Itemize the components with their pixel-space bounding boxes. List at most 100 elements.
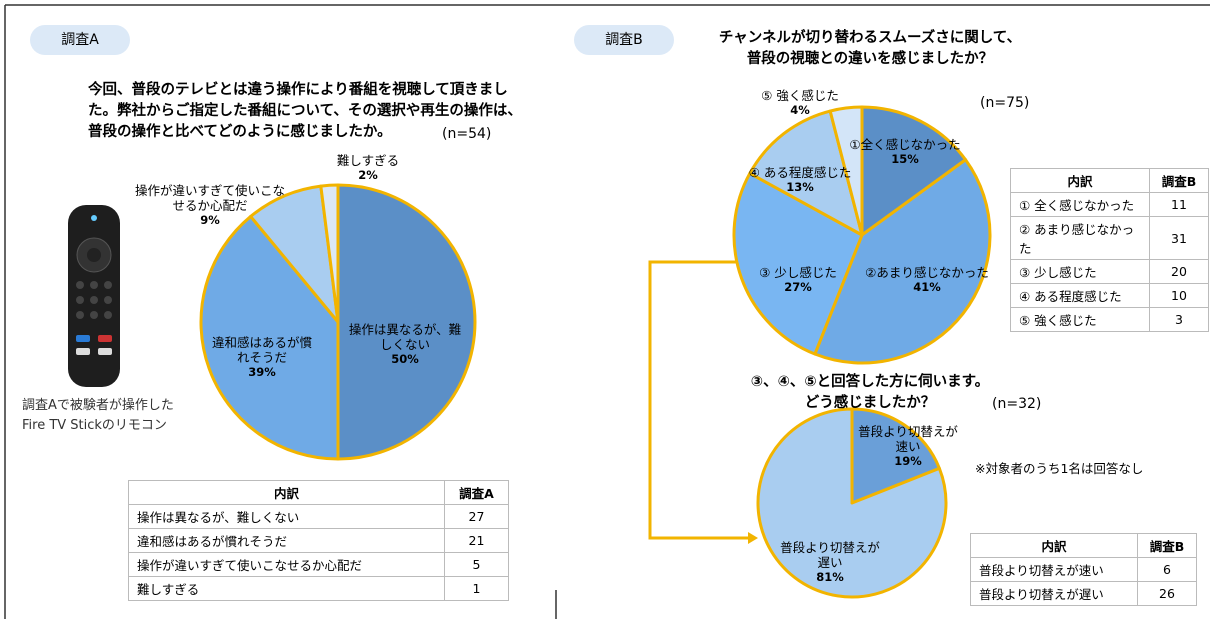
slice-category: 操作は異なるが、難しくない — [348, 322, 462, 352]
slice-value: 41% — [913, 280, 941, 294]
section-label: 調査A — [30, 25, 130, 55]
pie-slice — [336, 183, 477, 461]
table-row: 操作は異なるが、難しくない 27 — [128, 504, 509, 529]
slice-label: 操作は異なるが、難しくない 50% — [345, 322, 465, 367]
pie-slice — [756, 407, 948, 599]
slice-value: 19% — [894, 454, 922, 468]
table-cell: ② あまり感じなかった — [1010, 216, 1150, 260]
header-cell: 内訳 — [1010, 168, 1150, 193]
pie-slice — [319, 183, 340, 324]
slice-category: 操作が違いすぎて使いこなせるか心配だ — [135, 183, 286, 213]
slice-value: 50% — [391, 352, 419, 366]
remote-image — [68, 205, 120, 387]
slice-category: ⑤ 強く感じた — [761, 88, 839, 103]
slice-category: 難しすぎる — [336, 153, 400, 168]
pie-slice — [199, 214, 340, 461]
table-cell: 1 — [444, 576, 509, 601]
sample-size: (n=54) — [442, 126, 492, 142]
caption-line: Fire TV Stickのリモコン — [22, 418, 167, 433]
slice-label: ③ 少し感じた 27% — [748, 265, 848, 295]
slice-value: 27% — [784, 280, 812, 294]
table-row: 普段より切替えが速い 6 — [970, 557, 1197, 582]
table-cell: ③ 少し感じた — [1010, 259, 1150, 284]
table-cell: ① 全く感じなかった — [1010, 192, 1150, 217]
header-cell: 調査B — [1149, 168, 1209, 193]
pie-slice — [860, 105, 968, 237]
slice-label: 普段より切替えが速い 19% — [854, 424, 962, 469]
caption-line: 調査Aで被験者が操作した — [22, 398, 174, 413]
table-row: ① 全く感じなかった 11 — [1010, 192, 1209, 217]
table-cell: 3 — [1149, 307, 1209, 332]
header-cell: 内訳 — [970, 533, 1138, 558]
title-line: ③、④、⑤と回答した方に伺います。 — [750, 374, 990, 390]
slice-label: ②あまり感じなかった 41% — [857, 265, 997, 295]
title-line: 今回、普段のテレビとは違う操作により番組を視聴して頂きまし — [88, 82, 508, 98]
table-cell: 26 — [1137, 581, 1197, 606]
table-cell: 21 — [444, 528, 509, 553]
table-cell: 違和感はあるが慣れそうだ — [128, 528, 445, 553]
note: ※対象者のうち1名は回答なし — [975, 461, 1144, 476]
table-cell: 20 — [1149, 259, 1209, 284]
slice-value: 15% — [891, 152, 919, 166]
slice-value: 81% — [816, 570, 844, 584]
slice-label: 普段より切替えが遅い 81% — [776, 540, 884, 585]
slice-value: 13% — [786, 180, 814, 194]
slice-category: 普段より切替えが遅い — [780, 540, 880, 570]
table-row: ④ ある程度感じた 10 — [1010, 283, 1209, 308]
connector-arrow — [748, 532, 758, 544]
title-line: 普段の視聴との違いを感じましたか？ — [746, 51, 994, 67]
title-line: た。弊社からご指定した番組について、その選択や再生の操作は、 — [88, 103, 522, 119]
section-label: 調査B — [574, 25, 674, 55]
chart-title: ③、④、⑤と回答した方に伺います。 どう感じましたか？ — [751, 372, 989, 414]
table-header: 内訳 調査B — [1010, 168, 1209, 193]
table-cell: 27 — [444, 504, 509, 529]
table-cell: 6 — [1137, 557, 1197, 582]
table: 内訳 調査B 普段より切替えが速い 6 普段より切替えが遅い 26 — [970, 533, 1197, 606]
table-cell: 普段より切替えが速い — [970, 557, 1138, 582]
table-row: ⑤ 強く感じた 3 — [1010, 307, 1209, 332]
table-cell: 普段より切替えが遅い — [970, 581, 1138, 606]
slice-label: ①全く感じなかった 15% — [840, 137, 970, 167]
header-cell: 調査A — [444, 480, 509, 505]
sample-size: (n=75) — [980, 95, 1030, 111]
table-cell: 10 — [1149, 283, 1209, 308]
header-cell: 調査B — [1137, 533, 1197, 558]
title-line: どう感じましたか？ — [804, 395, 936, 411]
slice-category: ②あまり感じなかった — [865, 265, 989, 280]
slice-label: 操作が違いすぎて使いこなせるか心配だ 9% — [135, 183, 285, 228]
header-cell: 内訳 — [128, 480, 445, 505]
table-cell: 31 — [1149, 216, 1209, 260]
slice-category: 違和感はあるが慣れそうだ — [211, 335, 312, 365]
slice-label: ⑤ 強く感じた 4% — [745, 88, 855, 118]
pie-slice — [813, 158, 992, 365]
table-cell: 難しすぎる — [128, 576, 445, 601]
table-cell: 操作が違いすぎて使いこなせるか心配だ — [128, 552, 445, 577]
pie-slice — [850, 407, 941, 505]
table-header: 内訳 調査A — [128, 480, 509, 505]
slice-label: 難しすぎる 2% — [328, 153, 408, 183]
slice-label: 違和感はあるが慣れそうだ 39% — [207, 335, 317, 380]
sample-size: (n=32) — [992, 396, 1042, 412]
chart-title: チャンネルが切り替わるスムーズさに関して、 普段の視聴との違いを感じましたか？ — [719, 28, 1021, 70]
table-cell: ④ ある程度感じた — [1010, 283, 1150, 308]
slice-category: ③ 少し感じた — [759, 265, 837, 280]
slice-value: 4% — [790, 103, 810, 117]
table: 内訳 調査A 操作は異なるが、難しくない 27 違和感はあるが慣れそうだ 21 操作が違いす… — [128, 480, 509, 601]
slice-category: 普段より切替えが速い — [858, 424, 958, 454]
table-cell: 5 — [444, 552, 509, 577]
slice-label: ④ ある程度感じた 13% — [735, 165, 865, 195]
table-cell: ⑤ 強く感じた — [1010, 307, 1150, 332]
table: 内訳 調査B ① 全く感じなかった 11 ② あまり感じなかった 31 ③ 少し感じた 20 ④… — [1010, 168, 1209, 332]
table-row: 普段より切替えが遅い 26 — [970, 581, 1197, 606]
table-row: ② あまり感じなかった 31 — [1010, 216, 1209, 260]
slice-category: ④ ある程度感じた — [748, 165, 852, 180]
table-row: 操作が違いすぎて使いこなせるか心配だ 5 — [128, 552, 509, 577]
title-line: チャンネルが切り替わるスムーズさに関して、 — [718, 30, 1022, 46]
slice-value: 2% — [358, 168, 378, 182]
connector — [648, 260, 748, 540]
slice-value: 39% — [248, 365, 276, 379]
pie-slice — [828, 105, 864, 237]
remote-caption: 調査Aで被験者が操作した Fire TV Stickのリモコン — [22, 396, 174, 436]
